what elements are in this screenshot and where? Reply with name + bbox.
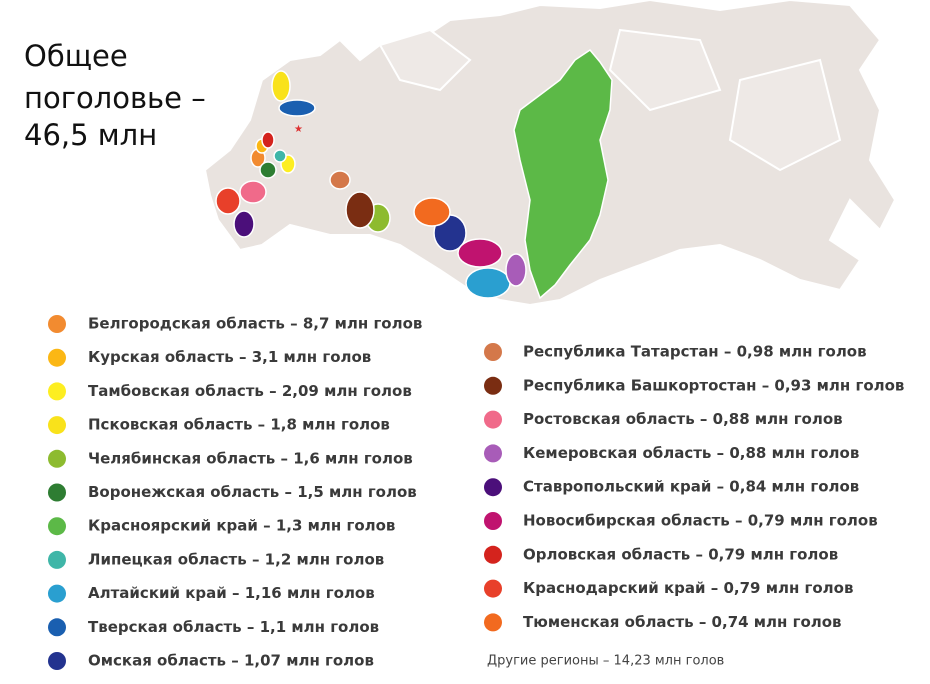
- region-shape: [239, 180, 267, 204]
- legend-label: Кемеровская область – 0,88 млн голов: [523, 444, 859, 462]
- legend-dot: [48, 449, 66, 468]
- legend-dot: [48, 483, 66, 502]
- legend-label: Ставропольский край – 0,84 млн голов: [523, 478, 859, 496]
- legend-dot: [484, 343, 502, 361]
- title-line: поголовье –: [24, 81, 206, 115]
- legend-label: Белгородская область – 8,7 млн голов: [88, 315, 422, 333]
- legend-dot: [48, 618, 66, 637]
- legend-dot: [484, 613, 502, 632]
- legend-dot: [48, 315, 66, 333]
- legend-label: Ростовская область – 0,88 млн голов: [523, 410, 843, 428]
- region-shape: [259, 161, 277, 179]
- legend-label: Новосибирская область – 0,79 млн голов: [523, 512, 878, 530]
- region-shape: [215, 187, 241, 215]
- legend-label: Омская область – 1,07 млн голов: [88, 652, 374, 670]
- region-shape: [261, 131, 275, 149]
- legend-dot: [48, 517, 66, 536]
- region-shape: [457, 238, 503, 268]
- legend: Белгородская область – 8,7 млн голов Курс…: [48, 315, 904, 670]
- legend-label: Алтайский край – 1,16 млн голов: [88, 584, 375, 602]
- capital-marker: ★: [294, 124, 303, 135]
- title: Общее поголовье – 46,5 млн: [24, 39, 206, 152]
- footer-note: Другие регионы – 14,23 млн голов: [487, 654, 724, 669]
- region-shape: [513, 49, 613, 300]
- legend-dot: [48, 652, 66, 670]
- legend-dot: [48, 382, 66, 401]
- region-shape: [278, 99, 316, 117]
- legend-label: Липецкая область – 1,2 млн голов: [88, 550, 384, 568]
- legend-label: Орловская область – 0,79 млн голов: [523, 545, 838, 563]
- legend-label: Курская область – 3,1 млн голов: [88, 348, 371, 366]
- legend-label: Республика Башкортостан – 0,93 млн голов: [523, 376, 904, 394]
- region-shape: [345, 191, 375, 229]
- region-shape: [465, 267, 511, 299]
- map-coast-detail: [378, 28, 842, 172]
- legend-dot: [484, 545, 502, 564]
- legend-label: Красноярский край – 1,3 млн голов: [88, 517, 395, 535]
- region-shape: [413, 197, 451, 227]
- legend-label: Тверская область – 1,1 млн голов: [88, 618, 379, 636]
- legend-dot: [48, 584, 66, 603]
- legend-label: Псковская область – 1,8 млн голов: [88, 416, 390, 434]
- legend-dot: [48, 550, 66, 569]
- region-shape: [271, 70, 291, 102]
- legend-dot: [48, 416, 66, 435]
- region-shape: [329, 170, 351, 190]
- region-shape: [505, 253, 527, 287]
- legend-label: Тамбовская область – 2,09 млн голов: [88, 382, 412, 400]
- legend-dot: [484, 376, 502, 395]
- title-line: 46,5 млн: [24, 118, 157, 152]
- legend-label: Тюменская область – 0,74 млн голов: [523, 613, 842, 631]
- legend-dot: [484, 579, 502, 598]
- legend-dot: [48, 348, 66, 367]
- region-shape: [233, 210, 255, 238]
- legend-label: Республика Татарстан – 0,98 млн голов: [523, 343, 867, 361]
- legend-dot: [484, 410, 502, 429]
- title-line: Общее: [24, 39, 128, 73]
- legend-label: Воронежская область – 1,5 млн голов: [88, 483, 417, 501]
- legend-label: Челябинская область – 1,6 млн голов: [88, 449, 413, 467]
- regions: [215, 49, 613, 300]
- legend-dot: [484, 444, 502, 463]
- region-shape: [273, 149, 287, 163]
- legend-dot: [484, 478, 502, 497]
- legend-label: Краснодарский край – 0,79 млн голов: [523, 579, 853, 597]
- legend-dot: [484, 512, 502, 530]
